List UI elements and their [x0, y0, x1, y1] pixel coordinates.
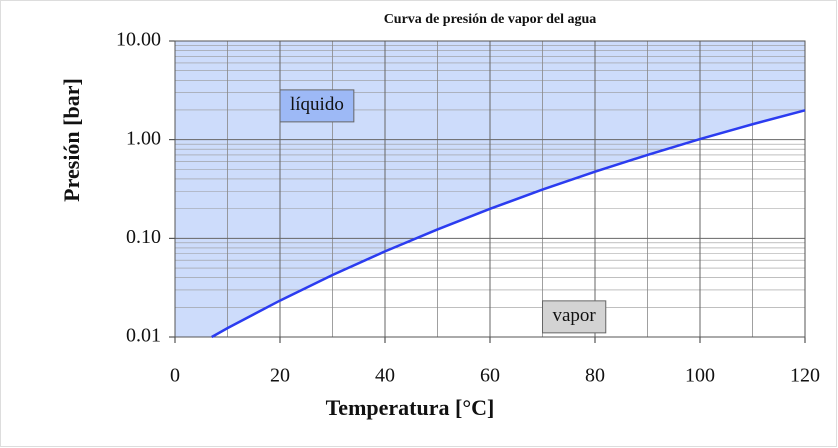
y-tick-label: 10.00 [116, 29, 161, 51]
chart-title: Curva de presión de vapor del agua [384, 12, 597, 27]
x-tick-label: 100 [685, 365, 715, 387]
y-tick-label: 1.00 [126, 127, 161, 149]
x-axis-label: Temperatura [°C] [326, 395, 495, 420]
annotation: líquido [290, 94, 344, 115]
plot-border [174, 40, 806, 338]
y-tick-label: 0.01 [126, 325, 161, 347]
x-tick-label: 80 [585, 365, 605, 387]
x-tick-label: 0 [170, 365, 180, 387]
annotation: vapor [553, 305, 597, 326]
y-tick-label: 0.10 [126, 226, 161, 248]
vapor-pressure-line [211, 109, 806, 339]
x-tick-label: 120 [790, 365, 820, 387]
annotation-box [279, 89, 355, 123]
x-tick-label: 20 [270, 365, 290, 387]
annotation-box [542, 300, 607, 334]
x-tick-label: 60 [480, 365, 500, 387]
x-tick-label: 40 [375, 365, 395, 387]
y-axis-label: Presión [bar] [59, 78, 84, 202]
